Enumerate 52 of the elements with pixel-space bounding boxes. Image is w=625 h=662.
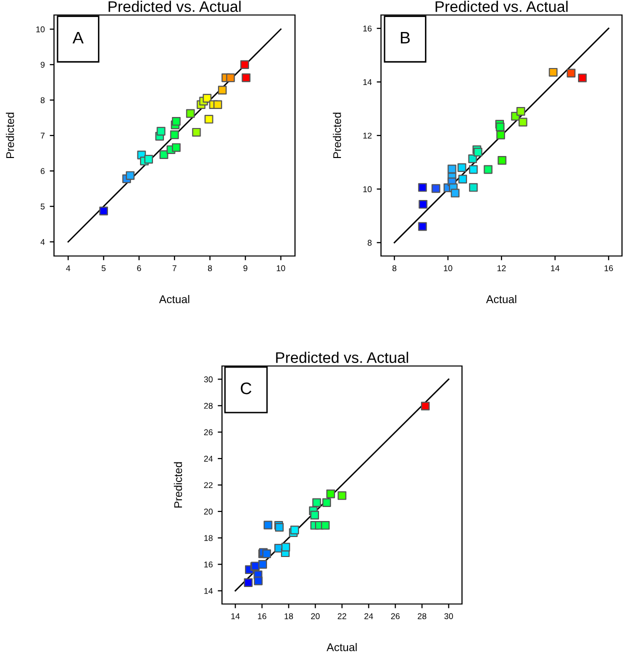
chart-title: Predicted vs. Actual (276, 352, 408, 363)
x-tick-label: 12 (498, 265, 506, 272)
x-axis-title: Actual (159, 295, 190, 304)
y-tick-label: 14 (204, 588, 213, 594)
x-tick-label: 10 (444, 265, 452, 272)
y-axis-title: Predicted (332, 112, 342, 158)
x-tick-label: 16 (604, 265, 613, 272)
x-tick-label: 9 (243, 265, 248, 272)
y-tick-label: 10 (36, 26, 45, 32)
y-tick-label: 14 (363, 79, 372, 85)
y-tick-label: 5 (40, 204, 45, 210)
x-tick-label: 6 (137, 265, 142, 272)
x-tick-label: 8 (392, 265, 396, 272)
y-tick-label: 16 (363, 26, 372, 32)
y-tick-label: 10 (363, 186, 372, 192)
x-tick-label: 7 (172, 265, 176, 272)
x-tick-label: 26 (391, 613, 400, 620)
y-tick-label: 26 (204, 429, 213, 436)
x-tick-label: 16 (258, 613, 266, 620)
y-tick-label: 22 (204, 482, 213, 488)
y-tick-label: 16 (204, 562, 213, 568)
x-tick-label: 30 (444, 613, 453, 620)
x-tick-label: 4 (66, 265, 70, 272)
x-tick-label: 10 (276, 265, 286, 272)
y-tick-label: 30 (204, 376, 213, 382)
x-tick-label: 14 (231, 613, 240, 620)
annotation: B (400, 32, 410, 44)
x-tick-label: 20 (311, 613, 320, 620)
x-tick-label: 14 (551, 265, 560, 272)
y-tick-label: 20 (204, 508, 213, 515)
annotation: A (72, 32, 84, 44)
y-tick-label: 18 (204, 535, 213, 541)
y-tick-label: 28 (204, 402, 213, 409)
chart-title: Predicted vs. Actual (436, 0, 568, 12)
y-tick-label: 12 (363, 132, 372, 139)
y-tick-label: 7 (40, 132, 45, 139)
x-tick-label: 5 (102, 265, 106, 272)
x-tick-label: 18 (284, 613, 293, 620)
y-tick-label: 4 (40, 239, 45, 245)
x-axis-title: Actual (326, 643, 357, 652)
y-tick-label: 6 (40, 168, 45, 174)
x-axis-title: Actual (486, 295, 516, 304)
y-axis-title: Predicted (6, 112, 14, 158)
chart-title: Predicted vs. Actual (108, 0, 241, 12)
y-tick-label: 8 (368, 240, 372, 246)
x-tick-label: 28 (418, 613, 426, 620)
y-tick-label: 8 (40, 97, 45, 104)
annotation: C (240, 382, 252, 394)
y-axis-title: Predicted (174, 462, 182, 508)
x-tick-label: 22 (338, 613, 346, 620)
y-tick-label: 24 (204, 456, 213, 462)
y-tick-label: 9 (40, 62, 45, 68)
